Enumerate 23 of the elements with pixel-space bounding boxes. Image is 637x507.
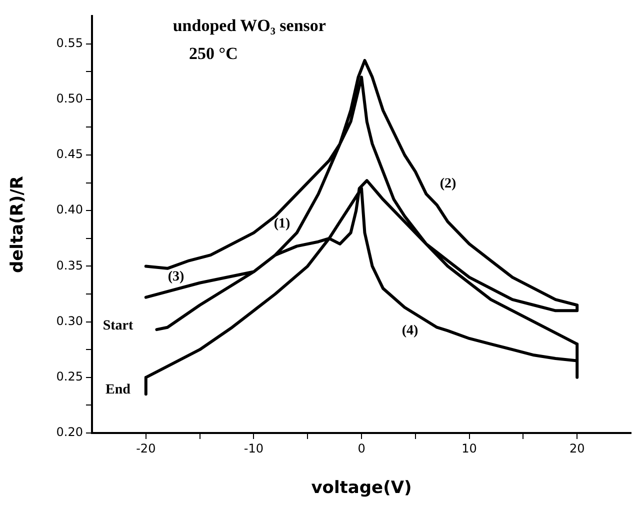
x-tick-label: 20 xyxy=(569,441,585,456)
annotation: (3) xyxy=(168,270,184,285)
y-tick-label: 0.50 xyxy=(56,92,83,106)
y-axis-title: delta(R)/R xyxy=(8,176,28,274)
y-tick-label: 0.20 xyxy=(56,425,83,440)
y-tick-label: 0.25 xyxy=(56,370,83,384)
x-tick-label: -10 xyxy=(244,441,264,456)
chart-title: undoped WO₃ sensor xyxy=(172,16,326,35)
x-tick-label: -20 xyxy=(136,441,156,456)
y-tick-label: 0.55 xyxy=(56,36,83,50)
y-tick-label: 0.45 xyxy=(56,147,83,162)
y-tick-label: 0.40 xyxy=(56,202,83,217)
text: 250 °C xyxy=(189,44,238,63)
y-tick-label: 0.35 xyxy=(56,258,83,272)
x-tick-label: 10 xyxy=(462,441,477,456)
x-tick-label: 0 xyxy=(358,441,366,456)
y-tick-label: 0.30 xyxy=(56,314,83,328)
annotation: (2) xyxy=(440,176,456,192)
annotation: End xyxy=(106,382,131,398)
annotation: (4) xyxy=(402,324,418,339)
annotation: Start xyxy=(102,318,134,334)
annotation: (1) xyxy=(274,216,290,232)
x-axis-title: voltage(V) xyxy=(311,478,412,498)
